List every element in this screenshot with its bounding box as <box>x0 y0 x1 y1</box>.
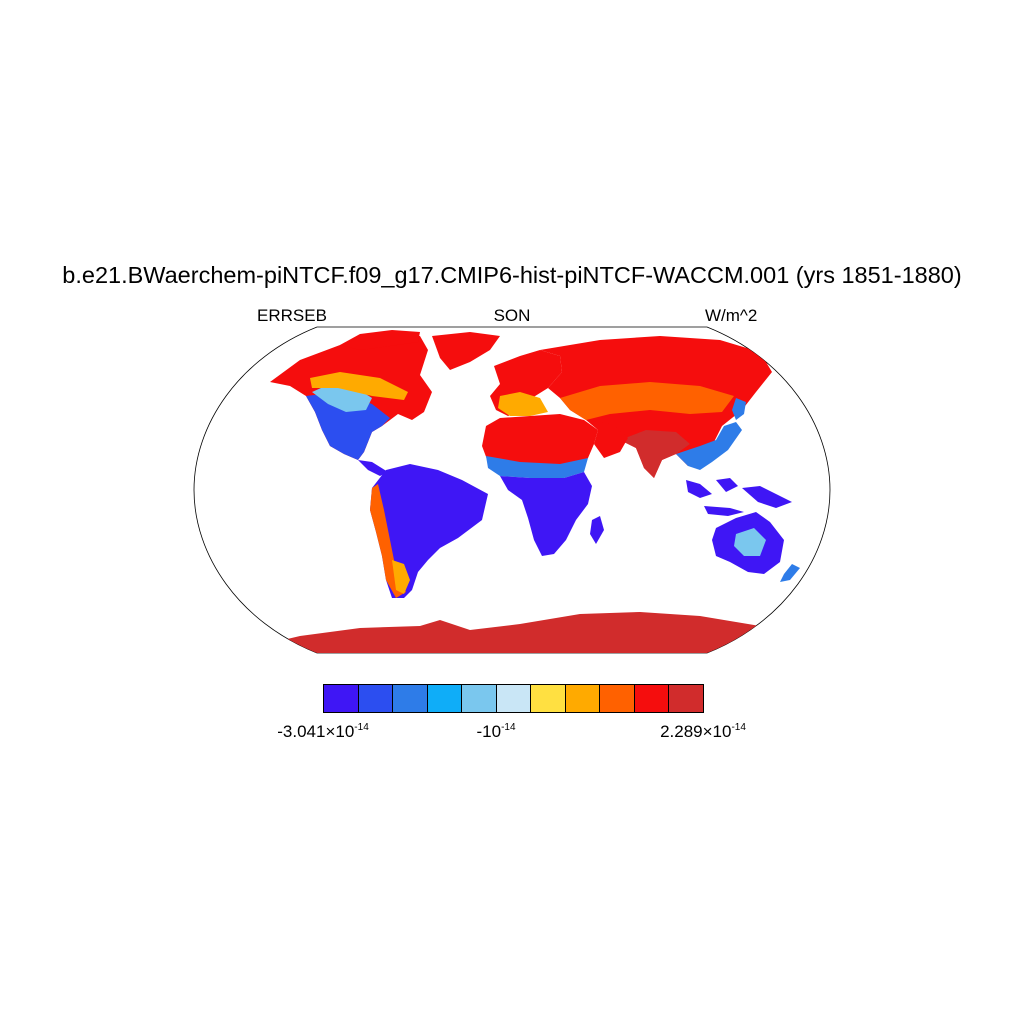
colorbar-cell <box>462 685 497 712</box>
colorbar-label-mid: -10-14 <box>476 722 515 742</box>
colorbar-cell <box>393 685 428 712</box>
madagascar-land <box>590 516 604 544</box>
africa-land <box>482 414 598 472</box>
colorbar-cell <box>427 685 463 712</box>
north-america-south <box>306 392 390 460</box>
colorbar-cell <box>634 685 670 712</box>
south-america-cone <box>392 560 410 594</box>
colorbar-label-min: -3.041×10-14 <box>277 722 369 742</box>
maritime-asia-land <box>686 478 792 516</box>
colorbar-cell <box>531 685 566 712</box>
india-land <box>620 430 690 478</box>
southeast-asia-land <box>676 422 742 470</box>
canadian-archipelago <box>340 330 420 350</box>
north-america-belt <box>310 372 408 400</box>
variable-label: ERRSEB <box>257 306 327 325</box>
central-america-land <box>358 460 388 476</box>
new-zealand-land <box>780 564 800 582</box>
south-america-andes <box>370 484 406 598</box>
colorbar-label-exponent: -14 <box>354 722 369 733</box>
colorbar-label-exponent: -14 <box>731 722 746 733</box>
colorbar-cell <box>324 685 359 712</box>
japan-land <box>732 398 746 420</box>
arabia-land <box>586 420 628 458</box>
australia-interior <box>734 528 766 556</box>
plot-title: b.e21.BWaerchem-piNTCF.f09_g17.CMIP6-his… <box>62 262 962 288</box>
greenland-land <box>432 332 500 370</box>
colorbar-label-mantissa: 2.289×10 <box>660 722 732 741</box>
antarctica-land <box>200 612 820 653</box>
colorbar-cell <box>600 685 635 712</box>
colorbar <box>323 684 704 713</box>
colorbar-cell <box>669 685 704 712</box>
units-label: W/m^2 <box>705 306 758 325</box>
colorbar-label-exponent: -14 <box>501 722 516 733</box>
colorbar-label-mantissa: -10 <box>476 722 502 741</box>
colorbar-label-mantissa: -3.041×10 <box>277 722 355 741</box>
land-field <box>200 330 820 653</box>
colorbar-cell <box>496 685 532 712</box>
europe-south <box>498 392 548 416</box>
colorbar-cell <box>565 685 601 712</box>
asia-central-band <box>560 382 734 420</box>
season-label: SON <box>493 306 531 325</box>
africa-south <box>500 472 592 556</box>
colorbar-cell <box>358 685 394 712</box>
africa-sahel <box>486 456 588 478</box>
colorbar-label-max: 2.289×10-14 <box>660 722 746 742</box>
